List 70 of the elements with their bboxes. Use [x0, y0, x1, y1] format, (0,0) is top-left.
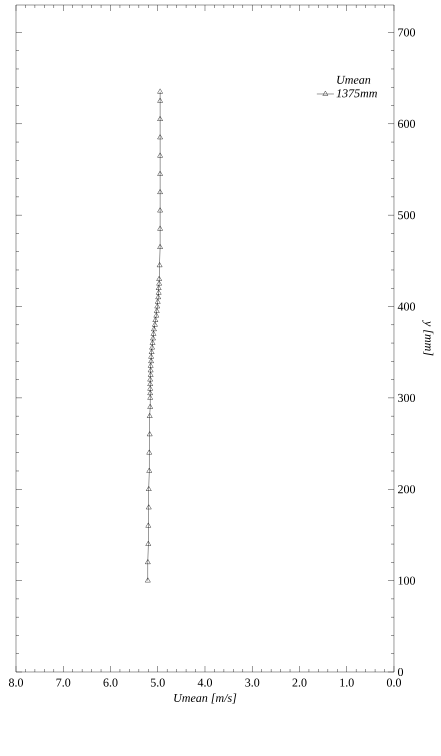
point: [157, 88, 163, 94]
point: [155, 294, 162, 300]
point: [157, 170, 163, 176]
point: [157, 116, 163, 121]
y-tick-label: 600: [398, 120, 416, 128]
point: [145, 577, 151, 582]
point: [157, 189, 163, 194]
point: [156, 280, 162, 286]
point: [156, 262, 162, 268]
y-tick-label: 500: [398, 211, 416, 220]
point: [150, 330, 156, 336]
point: [146, 412, 153, 418]
y-tick-label: 0: [398, 668, 404, 676]
point: [147, 386, 153, 390]
point: [157, 226, 163, 231]
x-tick-label: 0.0: [386, 678, 402, 687]
point: [147, 376, 153, 382]
point: [148, 349, 154, 354]
point: [148, 354, 154, 358]
point: [157, 207, 163, 212]
point: [156, 276, 162, 281]
point: [157, 98, 163, 103]
point: [154, 298, 161, 304]
y-tick-label: 100: [398, 576, 416, 585]
point: [156, 285, 162, 290]
y-tick-label: 700: [398, 28, 416, 36]
x-tick-label: 7.0: [56, 678, 70, 687]
y-tick-label: 200: [398, 485, 416, 494]
point: [148, 358, 154, 364]
point: [154, 303, 160, 308]
point: [157, 134, 163, 140]
y-tick-label: 400: [398, 302, 416, 311]
point: [147, 404, 153, 409]
y-tick-label: 300: [398, 394, 416, 402]
point: [154, 312, 160, 318]
point: [146, 504, 152, 510]
point: [149, 344, 155, 350]
point: [146, 450, 152, 454]
point: [152, 317, 158, 322]
point: [157, 152, 163, 158]
point: [147, 390, 153, 396]
point: [147, 380, 153, 386]
y-axis-title: y [mm]: [422, 320, 434, 356]
point: [146, 468, 152, 473]
x-tick-label: 3.0: [245, 678, 260, 687]
x-tick-label: 1.0: [340, 678, 354, 687]
point: [150, 340, 156, 345]
x-axis-title: Umean [m/s]: [174, 694, 236, 704]
point: [157, 244, 163, 249]
point: [148, 372, 154, 377]
point: [150, 335, 156, 340]
point: [146, 486, 152, 491]
point: [148, 367, 154, 372]
point: [151, 326, 157, 332]
legend-title: Umean: [337, 76, 370, 84]
point: [156, 290, 162, 295]
x-tick-label: 2.0: [292, 678, 307, 687]
point: [154, 308, 160, 313]
x-tick-label: 4.0: [198, 678, 212, 687]
point: [152, 322, 158, 326]
x-tick-label: 8.0: [8, 678, 24, 687]
point: [146, 431, 153, 436]
point: [147, 394, 153, 400]
x-tick-label: 6.0: [104, 678, 118, 687]
x-tick-label: 5.0: [150, 678, 165, 687]
point: [145, 559, 151, 564]
point: [145, 522, 152, 528]
point: [148, 362, 154, 368]
legend-label: 1375mm: [336, 89, 377, 98]
point: [145, 540, 152, 546]
